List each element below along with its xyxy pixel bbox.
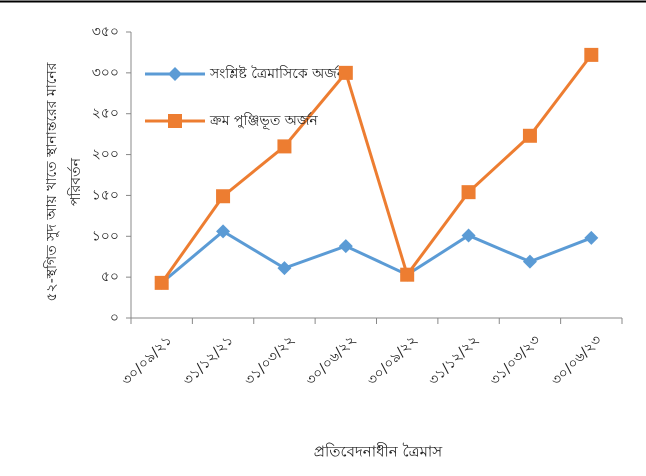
data-point <box>400 268 414 282</box>
data-point <box>155 276 169 290</box>
y-tick-label: ১০০ <box>92 228 119 244</box>
data-point <box>584 231 598 245</box>
data-point <box>523 255 537 269</box>
data-point <box>277 139 291 153</box>
data-point <box>277 261 291 275</box>
data-point <box>584 48 598 62</box>
x-axis-label: প্রতিবেদনাধীন ত্রৈমাস <box>314 443 443 461</box>
data-point <box>216 189 230 203</box>
series-line <box>162 55 592 283</box>
data-point <box>462 185 476 199</box>
y-tick-label: ১৫০ <box>92 187 119 203</box>
data-point <box>339 66 353 80</box>
x-tick-label: ৩০/০৯/২২ <box>364 332 421 389</box>
y-axis-label: ৫২-স্থগিত সুদ আয় খাতে স্থানান্তরের মানে… <box>43 62 60 301</box>
y-tick-label: ৩০০ <box>92 65 119 81</box>
data-point <box>339 239 353 253</box>
x-tick-label: ৩০/০৯/২১ <box>119 332 176 389</box>
x-tick-label: ৩১/০৩/২৩ <box>487 332 544 389</box>
x-tick-label: ৩১/১২/২২ <box>426 332 483 389</box>
x-tick-label: ৩০/০৬/২৩ <box>548 332 605 389</box>
chart: ৫২-স্থগিত সুদ আয় খাতে স্থানান্তরের মানে… <box>0 0 646 476</box>
y-axis-label: পরিবর্তন <box>67 157 84 206</box>
legend-marker <box>168 114 182 128</box>
series-line <box>162 231 592 282</box>
data-point <box>523 129 537 143</box>
legend-label: ক্রম পুঞ্জিভূত অর্জন <box>209 112 318 129</box>
legend-marker <box>168 67 182 81</box>
y-tick-label: ৩৫০ <box>92 24 119 40</box>
y-tick-label: ৫০ <box>101 269 119 285</box>
y-tick-label: ২০০ <box>92 147 119 163</box>
y-tick-label: ০ <box>110 310 119 326</box>
x-tick-label: ৩১/০৩/২২ <box>241 332 298 389</box>
x-tick-label: ৩০/০৬/২২ <box>303 332 360 389</box>
y-tick-label: ২৫০ <box>92 106 119 122</box>
x-tick-label: ৩১/১২/২১ <box>180 332 237 389</box>
legend-label: সংশ্লিষ্ট ত্রৈমাসিকে অর্জন <box>209 65 346 82</box>
